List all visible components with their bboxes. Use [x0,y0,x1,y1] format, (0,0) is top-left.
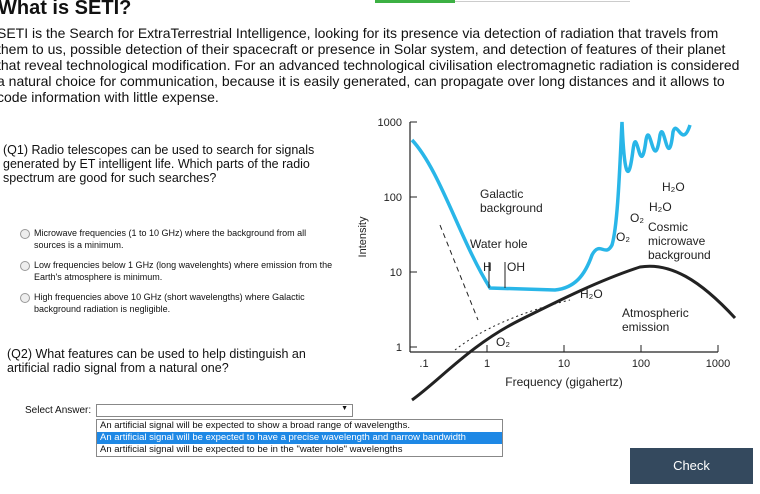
annotation: O₂ [630,211,644,225]
annotation: O₂ [496,335,510,349]
x-tick-label: .1 [419,358,428,370]
x-tick-label: 10 [558,358,570,370]
y-axis-label: Intensity [357,216,369,257]
title: What is SETI? [0,0,132,19]
dotted-line [454,299,571,351]
intro: SETI is the Search for ExtraTerrestrial … [0,25,740,105]
x-tick-label: 100 [632,358,650,370]
progress-bar [375,0,455,3]
annotation: OH [507,260,525,274]
annotation: H₂O [662,180,685,194]
figure: 1000 100 10 1 .1 1 10 100 1000 Intensity Frequency… [357,117,737,402]
annotation: Atmospheric [622,306,689,320]
annotation: Water hole [470,237,528,251]
x-axis-label: Frequency (gigahertz) [505,375,622,389]
y-tick-label: 10 [390,267,402,279]
progress-track [455,1,630,2]
y-tick-label: 100 [384,192,402,204]
select[interactable]: ▼ [96,404,353,417]
annotation: Cosmic [648,220,688,234]
option[interactable]: Microwave frequencies (1 to 10 GHz) wher… [34,228,307,250]
check-button[interactable]: Check [630,448,753,484]
annotation: background [480,201,543,215]
x-tick-label: 1 [484,358,490,370]
annotation: O₂ [616,230,630,244]
atmospheric-curve [411,264,737,402]
annotation: emission [622,320,669,334]
dropdown-list: An artificial signal will be expected to… [96,419,503,457]
x-tick-label: 1000 [706,358,730,370]
dropdown-option[interactable]: An artificial signal will be expected to… [100,420,410,431]
y-tick-label: 1 [396,342,402,354]
radio[interactable] [20,229,30,239]
select-arrow: ▼ [341,405,348,412]
annotation: Galactic [480,187,523,201]
radio[interactable] [20,261,30,271]
annotation: background [648,248,711,262]
galactic-curve [410,121,692,292]
radio[interactable] [20,293,30,303]
annotation: H₂O [580,287,603,301]
select-label: Select Answer: [25,405,92,416]
annotation: H [483,260,492,274]
y-tick-label: 1000 [378,117,402,129]
dashed-line [439,224,479,321]
option[interactable]: Low frequencies below 1 GHz (long wavele… [34,260,333,282]
annotation: H₂O [649,200,672,214]
option[interactable]: High frequencies above 10 GHz (short wav… [34,292,305,314]
annotation: microwave [648,234,706,248]
dropdown-option[interactable]: An artificial signal will be expected to… [100,444,403,455]
question: (Q2) What features can be used to help d… [7,347,306,375]
dropdown-option[interactable]: An artificial signal will be expected to… [97,432,502,444]
question: (Q1) Radio telescopes can be used to sea… [3,143,315,185]
